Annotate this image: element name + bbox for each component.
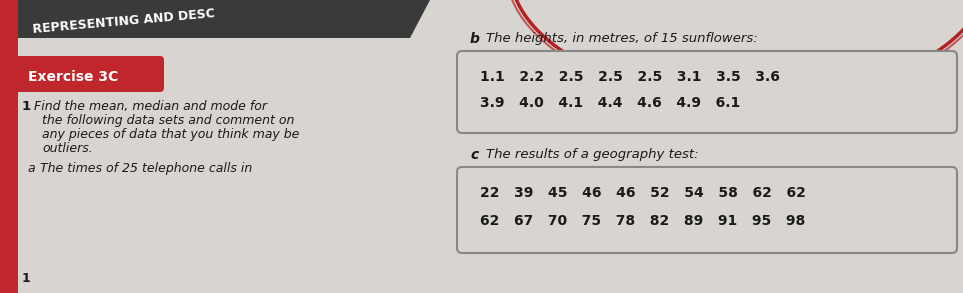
Text: a: a bbox=[27, 162, 35, 175]
Text: 1: 1 bbox=[22, 100, 31, 113]
Text: 62   67   70   75   78   82   89   91   95   98: 62 67 70 75 78 82 89 91 95 98 bbox=[480, 214, 805, 228]
Polygon shape bbox=[18, 0, 430, 38]
Text: b: b bbox=[470, 32, 480, 46]
Text: Find the mean, median and mode for: Find the mean, median and mode for bbox=[34, 100, 267, 113]
Text: The heights, in metres, of 15 sunflowers:: The heights, in metres, of 15 sunflowers… bbox=[486, 32, 758, 45]
FancyBboxPatch shape bbox=[0, 0, 18, 293]
Text: The results of a geography test:: The results of a geography test: bbox=[486, 148, 698, 161]
Text: 1: 1 bbox=[22, 272, 31, 285]
Text: The times of 25 telephone calls in: The times of 25 telephone calls in bbox=[40, 162, 252, 175]
Text: outliers.: outliers. bbox=[42, 142, 92, 155]
FancyBboxPatch shape bbox=[457, 167, 957, 253]
Text: REPRESENTING AND DESC: REPRESENTING AND DESC bbox=[32, 8, 216, 36]
Text: 1.1   2.2   2.5   2.5   2.5   3.1   3.5   3.6: 1.1 2.2 2.5 2.5 2.5 3.1 3.5 3.6 bbox=[480, 70, 780, 84]
FancyBboxPatch shape bbox=[14, 56, 164, 92]
Text: any pieces of data that you think may be: any pieces of data that you think may be bbox=[42, 128, 299, 141]
FancyBboxPatch shape bbox=[18, 60, 38, 88]
Text: Exercise 3C: Exercise 3C bbox=[28, 70, 118, 84]
Text: the following data sets and comment on: the following data sets and comment on bbox=[42, 114, 295, 127]
Text: 3.9   4.0   4.1   4.4   4.6   4.9   6.1: 3.9 4.0 4.1 4.4 4.6 4.9 6.1 bbox=[480, 96, 741, 110]
Text: c: c bbox=[470, 148, 479, 162]
Text: 22   39   45   46   46   52   54   58   62   62: 22 39 45 46 46 52 54 58 62 62 bbox=[480, 186, 806, 200]
FancyBboxPatch shape bbox=[457, 51, 957, 133]
